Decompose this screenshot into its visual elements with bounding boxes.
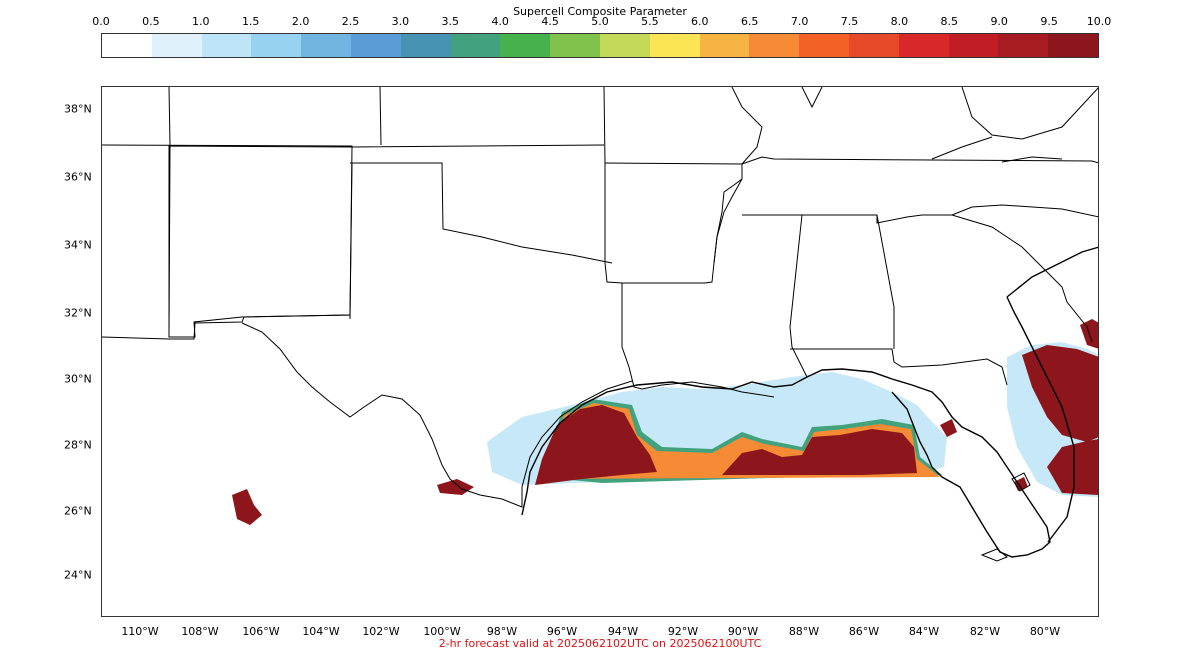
lon-label-84w: 84°W <box>908 625 940 638</box>
colorbar-segment-12 <box>699 34 750 57</box>
colorbar-tick-6.0: 6.0 <box>691 15 709 28</box>
colorbar-tick-9.5: 9.5 <box>1040 15 1058 28</box>
colorbar-tick-8.0: 8.0 <box>890 15 909 28</box>
colorbar-segment-15 <box>848 34 899 57</box>
lat-label-28n: 28°N <box>64 438 92 452</box>
colorbar-segment-1 <box>151 34 202 57</box>
colorbar-tick-9.0: 9.0 <box>990 15 1008 28</box>
colorbar-tick-5.0: 5.0 <box>591 15 609 28</box>
colorbar-tick-4.5: 4.5 <box>541 15 559 28</box>
colorbar-tick-4.0: 4.0 <box>491 15 509 28</box>
lon-label-98w: 98°W <box>486 625 518 638</box>
colorbar-segment-4 <box>301 34 351 57</box>
lon-label-102w: 102°W <box>362 625 400 638</box>
islands <box>980 472 1031 562</box>
lon-label-96w: 96°W <box>546 625 578 638</box>
colorbar-segment-17 <box>948 34 999 57</box>
colorbar-tick-10.0: 10.0 <box>1086 15 1112 28</box>
lat-label-34n: 34°N <box>64 238 92 252</box>
colorbar-tick-6.5: 6.5 <box>740 15 759 28</box>
colorbar-segment-14 <box>799 34 849 57</box>
state-boundaries <box>102 87 1098 508</box>
lat-label-32n: 32°N <box>64 306 92 320</box>
scp-shading <box>232 319 1098 525</box>
lat-label-36n: 36°N <box>64 170 92 184</box>
scp-cell-mexico <box>232 489 262 525</box>
colorbar-tick-7.0: 7.0 <box>790 15 809 28</box>
colorbar-segment-13 <box>749 34 800 57</box>
lon-label-86w: 86°W <box>848 625 880 638</box>
coastline <box>521 246 1098 558</box>
lat-label-26n: 26°N <box>64 504 92 518</box>
colorbar-segment-11 <box>649 34 700 57</box>
colorbar-title: Supercell Composite Parameter <box>513 5 687 18</box>
lon-label-82w: 82°W <box>969 625 1001 638</box>
colorbar-tick-7.5: 7.5 <box>840 15 859 28</box>
colorbar-tick-3.5: 3.5 <box>441 15 460 28</box>
colorbar-segment-8 <box>500 34 551 57</box>
colorbar-segment-10 <box>599 34 650 57</box>
colorbar-segment-6 <box>400 34 451 57</box>
colorbar-segment-7 <box>450 34 501 57</box>
lon-label-100w: 100°W <box>423 625 461 638</box>
lat-label-24n: 24°N <box>64 568 92 582</box>
colorbar-tick-2.0: 2.0 <box>291 15 310 28</box>
colorbar-segment-9 <box>550 34 600 57</box>
colorbar-tick-2.5: 2.5 <box>341 15 360 28</box>
colorbar-tick-0.5: 0.5 <box>142 15 160 28</box>
colorbar <box>101 33 1099 58</box>
map-panel <box>101 86 1099 617</box>
colorbar-segment-2 <box>201 34 252 57</box>
colorbar-segment-0 <box>102 34 152 57</box>
scp-core-florida-east <box>1022 345 1098 442</box>
lon-label-90w: 90°W <box>727 625 759 638</box>
colorbar-tick-0.0: 0.0 <box>92 15 110 28</box>
lon-label-92w: 92°W <box>667 625 699 638</box>
colorbar-tick-8.5: 8.5 <box>940 15 959 28</box>
scp-cell-apalachee <box>940 419 957 437</box>
forecast-valid-caption: 2-hr forecast valid at 2025062102UTC on … <box>438 637 762 650</box>
lon-label-108w: 108°W <box>181 625 219 638</box>
colorbar-tick-3.0: 3.0 <box>391 15 410 28</box>
scp-core-florida-south <box>1047 439 1098 495</box>
colorbar-tick-labels: 0.0 0.5 1.0 1.5 2.0 2.5 3.0 3.5 4.0 4.5 5.0 5.5 6.0 6… <box>0 15 1200 29</box>
colorbar-segment-3 <box>251 34 302 57</box>
colorbar-tick-1.5: 1.5 <box>241 15 260 28</box>
lon-label-110w: 110°W <box>121 625 159 638</box>
scp-core-central-gulf <box>722 429 917 475</box>
colorbar-tick-1.0: 1.0 <box>192 15 210 28</box>
lat-label-38n: 38°N <box>64 102 92 116</box>
map-canvas <box>102 87 1098 562</box>
lon-label-106w: 106°W <box>242 625 280 638</box>
scp-core-texas-la <box>535 405 657 485</box>
lon-label-94w: 94°W <box>607 625 639 638</box>
colorbar-tick-5.5: 5.5 <box>641 15 659 28</box>
lon-label-88w: 88°W <box>788 625 820 638</box>
colorbar-segment-5 <box>350 34 401 57</box>
lon-label-104w: 104°W <box>302 625 340 638</box>
scp-cell-rio-grande <box>437 479 474 495</box>
lat-label-30n: 30°N <box>64 372 92 386</box>
colorbar-segment-19 <box>1048 34 1098 57</box>
lon-label-80w: 80°W <box>1029 625 1061 638</box>
colorbar-segment-16 <box>898 34 949 57</box>
colorbar-segment-18 <box>998 34 1049 57</box>
